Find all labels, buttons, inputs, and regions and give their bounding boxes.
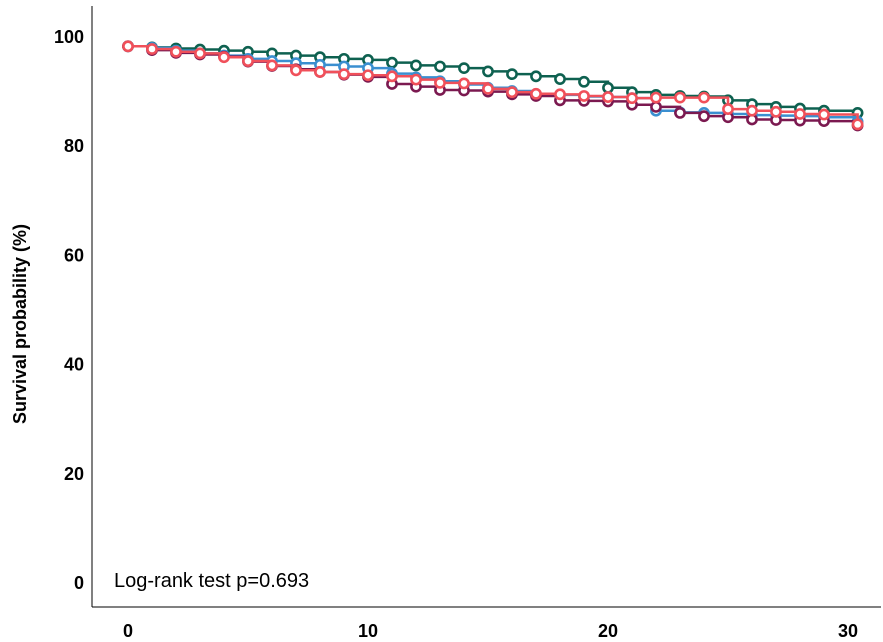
series-4-point bbox=[266, 59, 278, 72]
series-4-point bbox=[386, 70, 398, 83]
series-1-point bbox=[506, 68, 518, 81]
y-tick-labels: 0 20 40 60 80 100 bbox=[54, 27, 84, 593]
series-4-point bbox=[530, 87, 542, 100]
y-tick-label: 40 bbox=[64, 355, 84, 375]
series-4-point bbox=[602, 91, 614, 103]
series-4-point bbox=[554, 88, 566, 101]
series-1-point bbox=[410, 59, 422, 72]
logrank-annotation: Log-rank test p=0.693 bbox=[114, 570, 309, 592]
series-1-point bbox=[434, 60, 446, 73]
x-tick-label: 20 bbox=[598, 621, 618, 641]
axes bbox=[91, 6, 881, 608]
series-4-point bbox=[482, 82, 494, 95]
series-4-point bbox=[851, 118, 864, 131]
series-4-point bbox=[794, 108, 806, 120]
series-4-point bbox=[506, 86, 518, 99]
y-tick-label: 60 bbox=[64, 245, 84, 265]
series-1-point bbox=[578, 75, 590, 88]
series-1-point bbox=[482, 65, 494, 78]
series-4-point bbox=[674, 91, 686, 104]
y-tick-label: 0 bbox=[74, 573, 84, 593]
series-4 bbox=[122, 40, 864, 131]
series-1-point bbox=[554, 73, 566, 85]
x-tick-label: 30 bbox=[838, 621, 858, 641]
series-4-point bbox=[146, 43, 158, 55]
series-4-point bbox=[434, 76, 446, 89]
series-3-point bbox=[674, 106, 686, 119]
series-4-point bbox=[722, 103, 734, 115]
series-4-point bbox=[650, 91, 662, 104]
y-tick-label: 100 bbox=[54, 27, 84, 47]
series-4-point bbox=[194, 47, 206, 60]
x-tick-label: 10 bbox=[358, 621, 378, 641]
series-3-point bbox=[650, 100, 662, 113]
y-tick-label: 20 bbox=[64, 464, 84, 484]
series-1-point bbox=[458, 62, 470, 75]
y-axis-title: Survival probability (%) bbox=[10, 224, 30, 424]
y-tick-label: 80 bbox=[64, 136, 84, 156]
series-layer bbox=[122, 40, 864, 132]
series-4-point bbox=[290, 64, 302, 77]
series-3-point bbox=[698, 110, 710, 123]
series-4-point bbox=[362, 69, 374, 82]
series-4-point bbox=[410, 73, 422, 86]
series-4-point bbox=[578, 90, 590, 102]
series-4-point bbox=[338, 68, 350, 81]
series-4-point bbox=[746, 104, 758, 117]
x-tick-label: 0 bbox=[123, 621, 133, 641]
series-4-point bbox=[218, 51, 230, 64]
series-4-point bbox=[626, 92, 638, 105]
series-1-point bbox=[386, 56, 398, 69]
x-tick-labels: 0 10 20 30 bbox=[123, 621, 858, 641]
series-4-point bbox=[458, 77, 470, 90]
series-4-point bbox=[698, 91, 710, 104]
series-4-point bbox=[170, 45, 182, 58]
series-4-point bbox=[770, 105, 782, 118]
series-1-point bbox=[530, 70, 542, 83]
series-1-point bbox=[602, 81, 614, 94]
series-4-point bbox=[122, 40, 134, 53]
series-4-point bbox=[818, 108, 830, 121]
series-4-point bbox=[314, 66, 326, 78]
series-4-point bbox=[242, 55, 254, 67]
